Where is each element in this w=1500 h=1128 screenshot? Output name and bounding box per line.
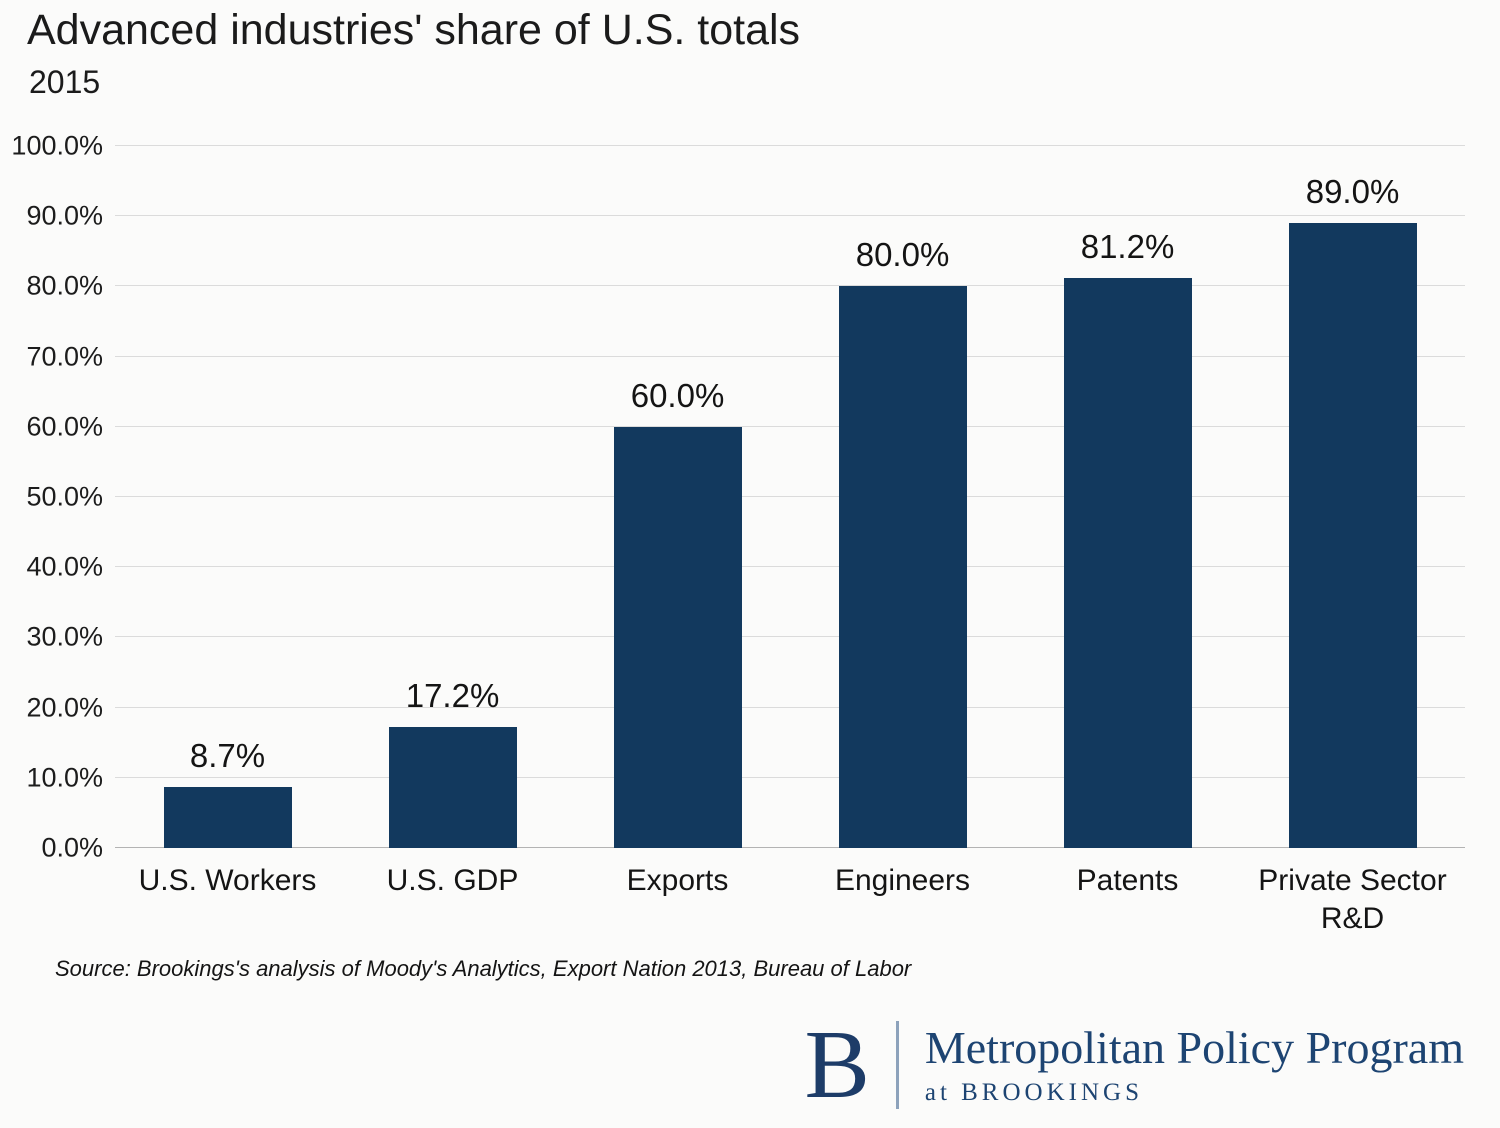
brookings-b-logo-icon: B <box>804 1011 870 1119</box>
logo-program-subtitle: at BROOKINGS <box>924 1078 1143 1106</box>
gridline <box>115 215 1465 217</box>
category-label: U.S. GDP <box>386 864 519 897</box>
y-tick-label: 40.0% <box>26 551 103 582</box>
bar <box>613 426 742 848</box>
bar-value-label: 80.0% <box>855 236 950 274</box>
bar <box>1288 223 1417 848</box>
gridline <box>115 496 1465 497</box>
bar-slot: 81.2% <box>1015 146 1240 848</box>
gridline <box>115 145 1465 146</box>
chart-title: Advanced industries' share of U.S. total… <box>27 6 801 54</box>
gridline <box>115 706 1465 708</box>
gridline <box>115 285 1465 287</box>
brookings-logo: B Metropolitan Policy Program at BROOKIN… <box>804 1011 1464 1119</box>
y-tick-label: 0.0% <box>41 832 103 863</box>
y-tick-label: 100.0% <box>11 130 103 161</box>
y-tick-label: 90.0% <box>26 200 103 231</box>
gridline <box>115 776 1465 778</box>
y-tick-label: 70.0% <box>26 341 103 372</box>
bar-slot: 80.0% <box>790 146 1015 848</box>
gridline <box>115 566 1465 568</box>
bar-value-label: 60.0% <box>630 376 725 414</box>
source-note: Source: Brookings's analysis of Moody's … <box>55 956 912 981</box>
gridline <box>115 355 1465 357</box>
bar-slot: 89.0% <box>1240 146 1465 848</box>
y-tick-label: 50.0% <box>26 481 103 512</box>
bars-row: 8.7% 17.2% 60.0% 80.0% 81.2% 89.0% <box>115 146 1465 848</box>
category-label: Patents <box>1076 864 1179 897</box>
y-tick-label: 30.0% <box>26 621 103 652</box>
bar-value-label: 89.0% <box>1305 173 1400 211</box>
bar-value-label: 81.2% <box>1080 227 1175 265</box>
chart-subtitle: 2015 <box>29 64 101 100</box>
logo-divider <box>895 1021 899 1110</box>
y-tick-label: 10.0% <box>26 762 103 793</box>
gridline <box>115 636 1465 638</box>
logo-program-name: Metropolitan Policy Program <box>924 1022 1464 1074</box>
x-axis-labels: U.S. Workers U.S. GDP Exports Engineers Pate… <box>115 862 1465 937</box>
bar <box>1063 277 1192 848</box>
y-tick-label: 80.0% <box>26 270 103 301</box>
gridline <box>115 847 1465 848</box>
bar-value-label: 17.2% <box>405 677 500 715</box>
category-label: U.S. Workers <box>138 864 317 897</box>
gridline <box>115 425 1465 427</box>
plot-area: 8.7% 17.2% 60.0% 80.0% 81.2% 89.0% <box>115 145 1465 848</box>
bar-value-label: 8.7% <box>189 736 266 774</box>
bar-slot: 8.7% <box>115 146 340 848</box>
category-label: Exports <box>626 864 729 897</box>
y-axis: 0.0% 10.0% 20.0% 30.0% 40.0% 50.0% 60.0% 70.0% 8… <box>0 131 103 863</box>
y-tick-label: 60.0% <box>26 411 103 442</box>
bar <box>838 286 967 848</box>
bar-slot: 17.2% <box>340 146 565 848</box>
bar <box>388 727 517 848</box>
bar <box>163 786 292 848</box>
category-label: Engineers <box>834 864 971 897</box>
bar-slot: 60.0% <box>565 146 790 848</box>
y-tick-label: 20.0% <box>26 692 103 723</box>
category-label: Private Sector R&D <box>1258 864 1447 935</box>
logo-text: Metropolitan Policy Program at BROOKINGS <box>925 1023 1464 1107</box>
